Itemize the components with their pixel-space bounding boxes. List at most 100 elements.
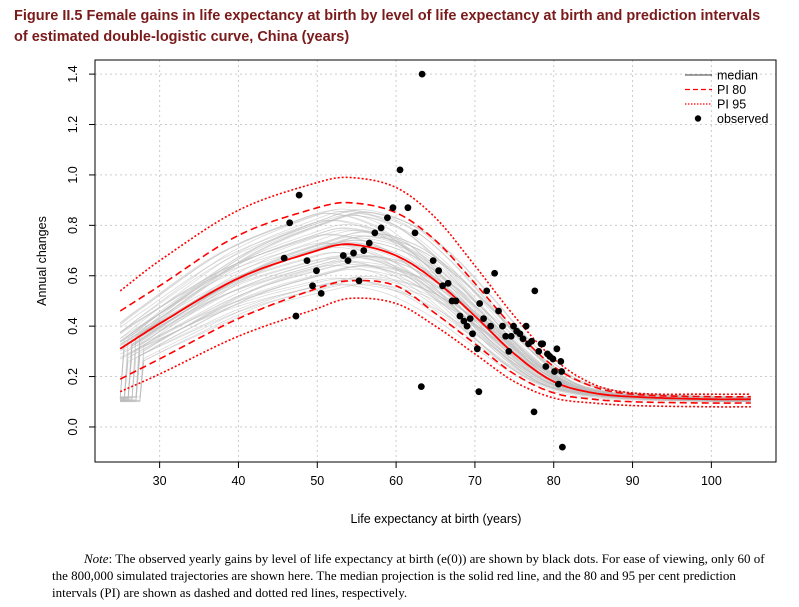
observed-point (505, 347, 513, 355)
observed-point (557, 358, 565, 365)
simulated-trajectory (120, 268, 751, 402)
observed-point (528, 337, 536, 345)
observed-point (339, 252, 347, 259)
y-tick-label: 1.2 (66, 116, 80, 133)
observed-point (531, 287, 539, 295)
observed-point (317, 289, 325, 297)
y-tick-label: 0.2 (66, 368, 80, 385)
observed-point (480, 315, 487, 322)
x-tick-label: 50 (310, 474, 324, 488)
y-tick-label: 0.0 (66, 418, 80, 435)
observed-point (452, 297, 460, 305)
x-tick-label: 30 (153, 474, 167, 488)
simulated-trajectory (119, 210, 751, 398)
plot-frame (94, 59, 777, 463)
observed-point (280, 254, 288, 262)
x-tick-label: 60 (389, 474, 403, 488)
observed-point (417, 383, 425, 391)
observed-point (475, 388, 483, 396)
y-tick-label: 0.4 (66, 317, 80, 334)
observed-point (466, 315, 474, 322)
observed-point (295, 191, 303, 199)
x-tick-label: 80 (547, 474, 561, 488)
simulated-trajectory (120, 265, 751, 401)
y-tick-label: 1.4 (66, 65, 80, 82)
simulated-trajectory (120, 264, 751, 400)
simulated-trajectory (120, 275, 751, 402)
observed-point (539, 340, 547, 348)
note-label: Note (84, 551, 109, 566)
observed-point (292, 312, 300, 320)
observed-point (460, 317, 468, 325)
x-tick-label: 100 (701, 474, 722, 488)
observed-point (418, 70, 426, 78)
observed-point (558, 443, 566, 451)
observed-point (516, 330, 524, 338)
observed-point (371, 229, 379, 237)
observed-point (365, 239, 373, 247)
observed-point (549, 355, 557, 363)
y-tick-label: 1.0 (66, 166, 80, 183)
simulated-trajectory (119, 210, 751, 402)
simulated-trajectories (119, 208, 751, 403)
x-axis-label: Life expectancy at birth (years) (351, 512, 522, 526)
pi95-upper (119, 176, 751, 396)
observed-point (483, 287, 491, 295)
title-line-1: Figure II.5 Female gains in life expecta… (14, 8, 761, 24)
observed-point (286, 219, 294, 227)
observed-point (355, 277, 363, 285)
median-curve (119, 243, 751, 401)
simulated-trajectory (120, 277, 751, 402)
observed-point (360, 247, 368, 254)
legend-symbol-observed (694, 115, 702, 122)
legend-label: observed (717, 112, 768, 126)
simulated-trajectory (119, 208, 751, 399)
note-text: : The observed yearly gains by level of … (52, 551, 765, 600)
median-line (119, 243, 751, 401)
observed-point (502, 332, 510, 340)
legend-label: PI 80 (717, 83, 746, 97)
observed-point (309, 282, 316, 290)
observed-point (444, 279, 452, 287)
observed-point (510, 322, 517, 330)
observed-point (522, 322, 530, 330)
observed-point (535, 347, 543, 355)
x-tick-label: 90 (626, 474, 640, 488)
observed-point (558, 368, 566, 375)
observed-point (499, 322, 506, 330)
prediction-intervals (119, 176, 751, 408)
observed-point (553, 345, 561, 353)
observed-point (519, 335, 527, 343)
observed-point (495, 307, 502, 315)
simulated-trajectory (120, 261, 751, 398)
observed-point (491, 269, 499, 277)
x-tick-label: 40 (231, 474, 245, 488)
observed-point (551, 368, 558, 375)
legend-label: median (717, 69, 758, 83)
y-tick-label: 0.8 (66, 217, 80, 234)
simulated-trajectory (120, 283, 751, 401)
title-line-2: of estimated double-logistic curve, Chin… (14, 29, 350, 45)
observed-point (396, 166, 404, 174)
observed-point (404, 204, 412, 212)
observed-point (389, 204, 397, 212)
observed-point (473, 345, 481, 353)
observed-point (350, 249, 357, 257)
pi80-lower (119, 279, 751, 404)
observed-point (463, 322, 471, 330)
observed-point (487, 322, 495, 330)
pi80-upper (119, 201, 751, 398)
observed-points (280, 70, 566, 451)
y-tick-label: 0.6 (66, 267, 80, 284)
figure-title: Figure II.5 Female gains in life expecta… (14, 6, 760, 48)
observed-point (411, 229, 419, 237)
chart: 30 40 50 60 70 80 90 100 0.0 0.2 0.4 0.6 0.8 1.0 1.2 1.… (35, 59, 777, 526)
observed-point (456, 312, 464, 320)
observed-point (303, 257, 311, 265)
axes: 30 40 50 60 70 80 90 100 0.0 0.2 0.4 0.6 0.8 1.0 1.2 1.… (66, 65, 722, 488)
observed-point (542, 363, 550, 370)
observed-point (530, 408, 538, 416)
observed-point (476, 300, 484, 307)
observed-point (439, 282, 446, 290)
